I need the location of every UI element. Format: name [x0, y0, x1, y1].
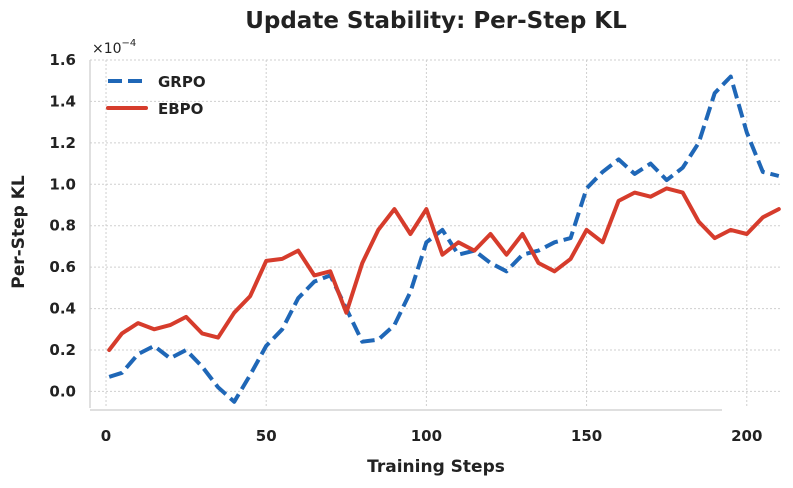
y-tick-label: 1.6 [49, 51, 76, 69]
y-axis-label: Per-Step KL [9, 175, 29, 289]
x-axis-label: Training Steps [367, 457, 505, 477]
y-tick-label: 0.8 [49, 217, 76, 235]
series-lines [107, 74, 781, 404]
series-line-ebpo [107, 186, 781, 352]
legend: GRPO EBPO [106, 73, 206, 118]
x-tick-label: 200 [731, 427, 762, 445]
y-tick-label: 1.0 [49, 175, 76, 193]
y-scale-factor: ×10−4 [92, 38, 136, 57]
y-tick-label: 0.0 [49, 382, 76, 400]
grid-lines [90, 59, 782, 408]
x-tick-label: 100 [411, 427, 442, 445]
y-scale-exponent: −4 [122, 38, 137, 49]
y-tick-label: 0.6 [49, 258, 76, 276]
chart-title: Update Stability: Per-Step KL [245, 8, 627, 34]
legend-label-grpo: GRPO [158, 73, 206, 91]
axes: 0.0 0.2 0.4 0.6 0.8 1.0 1.2 1.4 1.6 0 50 100 150 200 [49, 51, 762, 445]
x-tick-label: 150 [571, 427, 602, 445]
y-tick-label: 1.4 [49, 92, 76, 110]
series-line-grpo [108, 74, 780, 404]
y-tick-label: 0.2 [49, 341, 76, 359]
x-tick-label: 0 [101, 427, 111, 445]
legend-label-ebpo: EBPO [158, 100, 203, 118]
x-tick-label: 50 [256, 427, 277, 445]
y-tick-label: 0.4 [49, 300, 76, 318]
y-scale-base: ×10 [92, 41, 122, 57]
y-tick-label: 1.2 [49, 134, 76, 152]
